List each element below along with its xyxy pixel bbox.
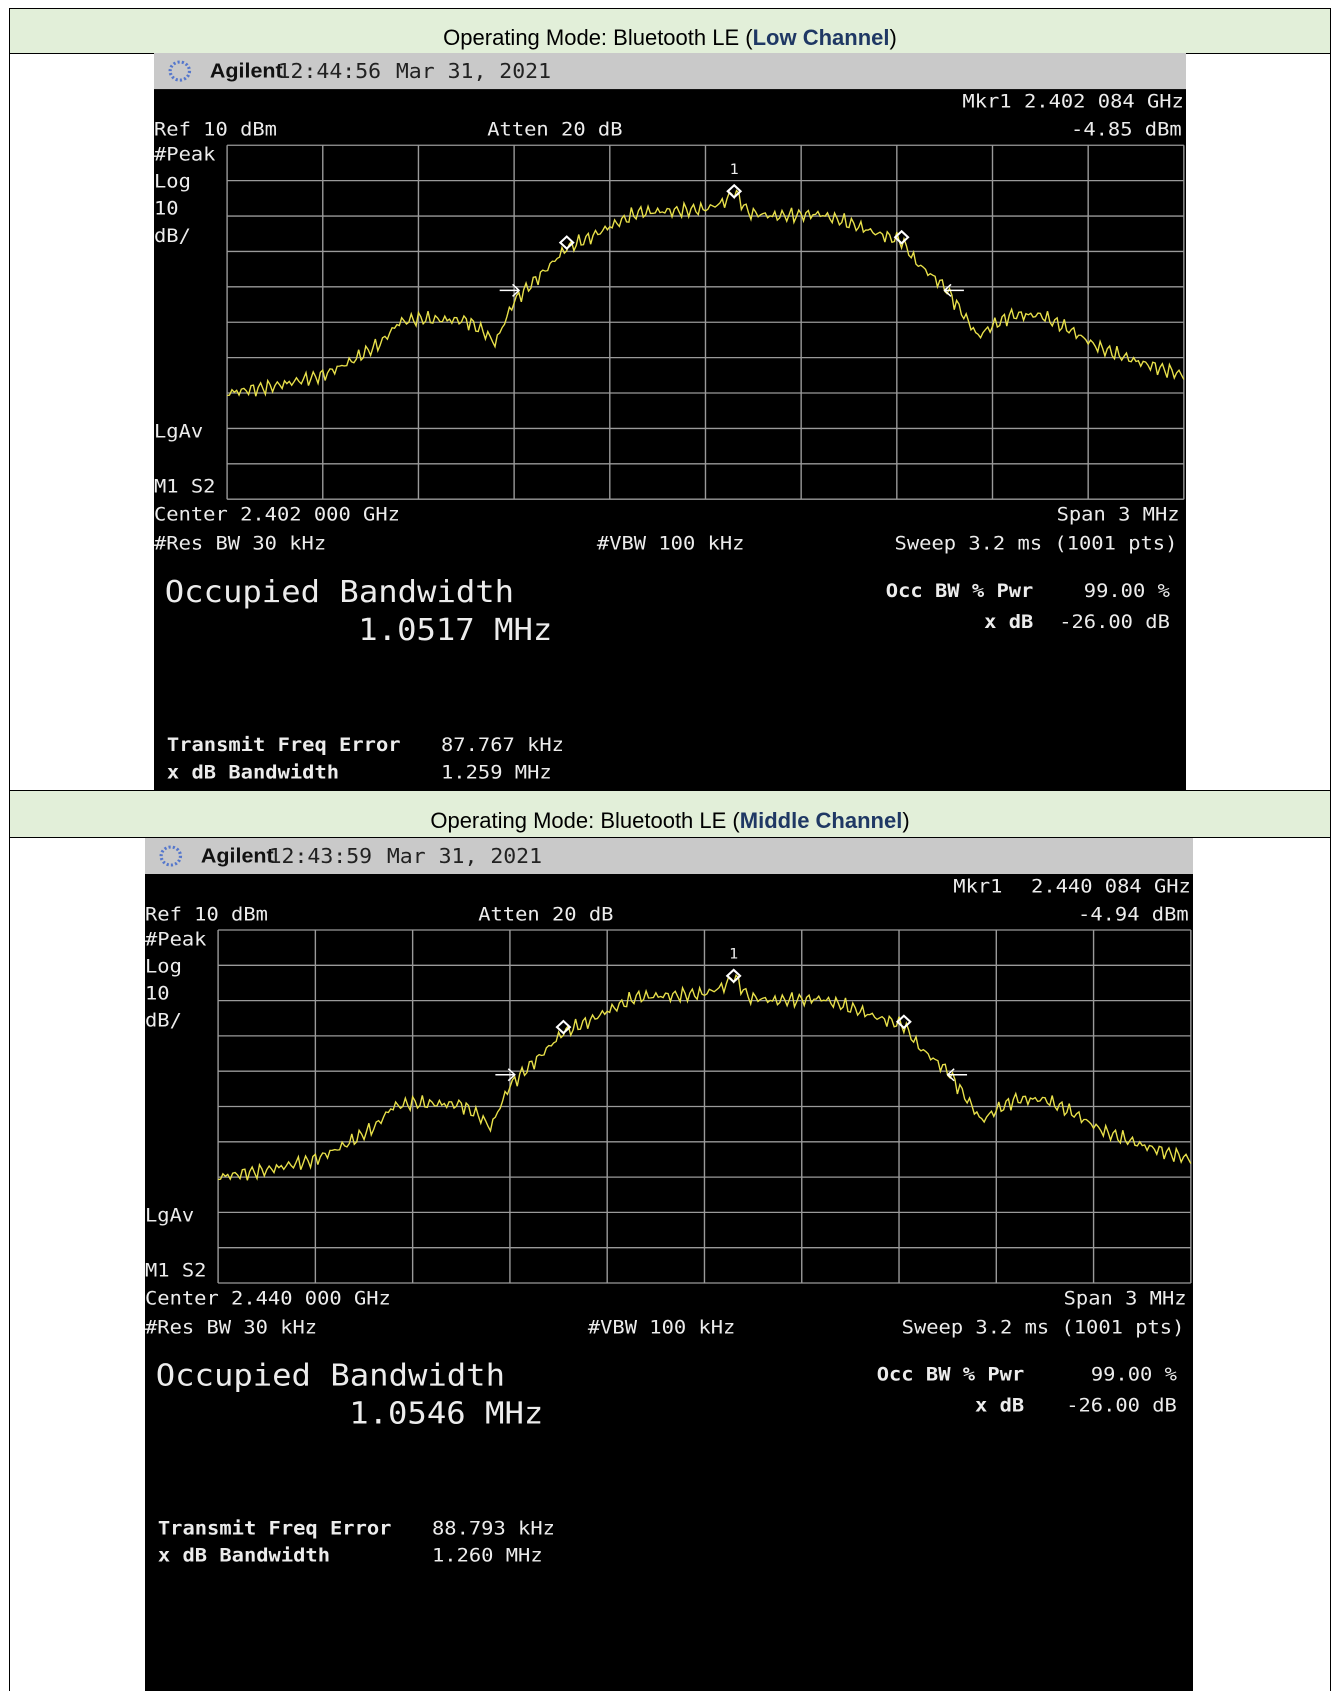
scale-label: dB/ <box>154 224 191 246</box>
detector: #Peak <box>145 928 207 950</box>
tfe-label: Transmit Freq Error <box>158 1517 392 1539</box>
scale-label: Log <box>145 955 182 977</box>
xdb-bw: 1.260 MHz <box>432 1544 543 1566</box>
averaging: LgAv <box>145 1204 194 1226</box>
brand: Agilent <box>210 60 283 82</box>
marker-diamond <box>558 235 575 251</box>
scale-label: 10 <box>145 982 170 1004</box>
center-freq: Center 2.402 000 GHz <box>154 503 400 525</box>
ref-level: Ref 10 dBm <box>145 903 268 925</box>
occ-pwr-label: Occ BW % Pwr <box>877 1363 1025 1385</box>
channel-name: Middle Channel <box>739 808 903 833</box>
measurement-title: Occupied Bandwidth <box>165 575 514 610</box>
time: 12:44:56 <box>278 60 381 83</box>
mode-text: Operating Mode: Bluetooth LE ( <box>443 25 753 50</box>
title-bar <box>154 53 1186 90</box>
xdb: -26.00 dB <box>1066 1394 1177 1416</box>
detector: #Peak <box>154 143 216 165</box>
marker-freq: 2.440 084 GHz <box>1031 875 1191 897</box>
marker-freq: 2.402 084 GHz <box>1024 90 1184 112</box>
tfe: 88.793 kHz <box>432 1517 555 1539</box>
marker-id: 1 <box>729 947 738 962</box>
date: Mar 31, 2021 <box>396 60 551 83</box>
spectrum-trace <box>218 973 1192 1181</box>
occupied-bandwidth: 1.0517 MHz <box>358 613 552 648</box>
marker-state: M1 S2 <box>154 475 215 497</box>
averaging: LgAv <box>154 420 203 442</box>
mode-text: ) <box>902 808 910 833</box>
measurement-title: Occupied Bandwidth <box>156 1359 505 1394</box>
occ-pwr-label: Occ BW % Pwr <box>886 579 1034 601</box>
marker-state: M1 S2 <box>145 1259 206 1281</box>
bandwidth-arrow <box>943 283 964 297</box>
spectrum-trace <box>227 189 1185 397</box>
marker: Mkr1 <box>953 875 1002 897</box>
occ-pwr: 99.00 % <box>1091 1363 1177 1385</box>
marker-diamond <box>726 183 743 199</box>
xdb-label: x dB <box>975 1394 1024 1416</box>
date: Mar 31, 2021 <box>387 844 542 867</box>
section-header: Operating Mode: Bluetooth LE (Middle Cha… <box>9 790 1331 838</box>
time: 12:43:59 <box>269 844 372 867</box>
tfe-label: Transmit Freq Error <box>167 734 401 756</box>
xdb-bw: 1.259 MHz <box>441 761 552 783</box>
xdb-label: x dB <box>984 610 1033 632</box>
scale-label: Log <box>154 170 191 192</box>
section-header: Operating Mode: Bluetooth LE (Low Channe… <box>9 8 1331 54</box>
bandwidth-arrow <box>499 283 521 297</box>
span: Span 3 MHz <box>1057 503 1180 525</box>
center-freq: Center 2.440 000 GHz <box>145 1287 391 1309</box>
title-bar <box>145 838 1193 874</box>
bandwidth-arrow <box>946 1068 968 1082</box>
bandwidth-arrow <box>495 1068 516 1082</box>
marker-diamond <box>893 229 910 245</box>
mode-text: ) <box>889 25 897 50</box>
marker: Mkr1 <box>962 90 1011 112</box>
tfe: 87.767 kHz <box>441 734 564 756</box>
marker-diamond <box>555 1019 572 1035</box>
occ-pwr: 99.00 % <box>1084 579 1170 601</box>
sweep: Sweep 3.2 ms (1001 pts) <box>902 1316 1185 1338</box>
ref-level: Ref 10 dBm <box>154 118 277 140</box>
occupied-bandwidth: 1.0546 MHz <box>349 1397 543 1432</box>
agilent-logo <box>168 60 192 82</box>
rbw: #Res BW 30 kHz <box>145 1316 317 1338</box>
attenuation: Atten 20 dB <box>487 118 622 140</box>
scale-label: 10 <box>154 197 179 219</box>
sweep: Sweep 3.2 ms (1001 pts) <box>895 532 1178 554</box>
xdb-bw-label: x dB Bandwidth <box>158 1544 330 1566</box>
marker-diamond <box>895 1014 912 1030</box>
span: Span 3 MHz <box>1064 1287 1187 1309</box>
marker-level: -4.85 dBm <box>1071 118 1182 140</box>
brand: Agilent <box>201 845 274 867</box>
rbw: #Res BW 30 kHz <box>154 532 326 554</box>
marker-diamond <box>725 968 742 984</box>
channel-name: Low Channel <box>752 25 890 50</box>
attenuation: Atten 20 dB <box>478 903 613 925</box>
xdb-bw-label: x dB Bandwidth <box>167 761 339 783</box>
vbw: #VBW 100 kHz <box>588 1316 736 1338</box>
scale-label: dB/ <box>145 1009 182 1031</box>
mode-text: Operating Mode: Bluetooth LE ( <box>430 808 740 833</box>
marker-id: 1 <box>730 161 739 177</box>
xdb: -26.00 dB <box>1059 610 1170 632</box>
marker-level: -4.94 dBm <box>1078 903 1189 925</box>
agilent-logo <box>159 845 183 867</box>
vbw: #VBW 100 kHz <box>597 532 745 554</box>
